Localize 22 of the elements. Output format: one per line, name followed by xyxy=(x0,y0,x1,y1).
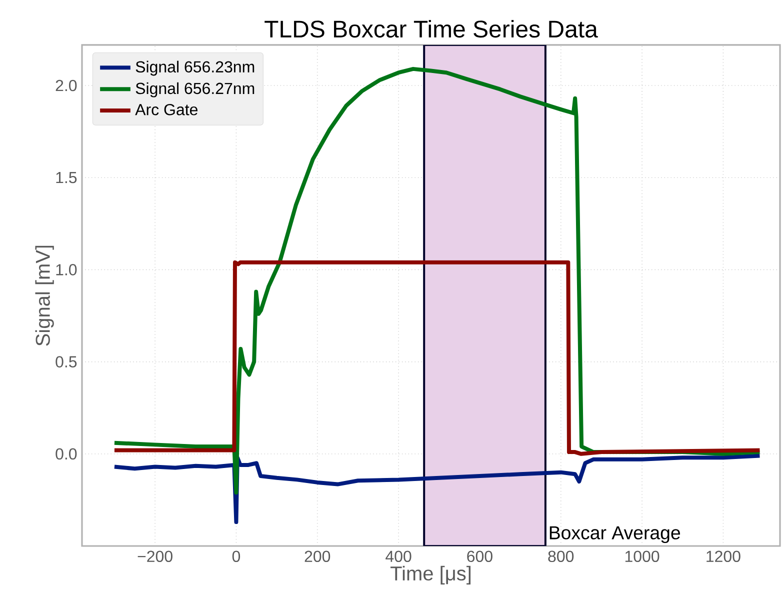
y-tick-label: 1.0 xyxy=(56,264,77,276)
x-tick-label: 800 xyxy=(548,550,574,562)
y-axis-title: Signal [mV] xyxy=(35,246,54,346)
line-series xyxy=(112,454,762,524)
y-tick-label: 2.0 xyxy=(56,80,77,92)
legend-label: Signal 656.27nm xyxy=(136,82,254,98)
x-tick-label: 200 xyxy=(304,550,330,562)
y-tick-label: 1.5 xyxy=(56,172,77,184)
x-tick-label: 400 xyxy=(386,550,412,562)
x-tick-label: 1200 xyxy=(706,550,740,562)
y-tick-label: 0.5 xyxy=(56,356,77,368)
x-tick-label: 600 xyxy=(467,550,492,562)
legend-label: Arc Gate xyxy=(135,104,198,116)
x-tick-label: 1000 xyxy=(625,550,660,562)
x-tick-label: −200 xyxy=(138,550,172,562)
y-tick-label: 0.0 xyxy=(56,448,77,460)
x-axis-title: Time [μs] xyxy=(390,566,470,584)
line-series xyxy=(112,260,762,456)
legend-label: Signal 656.23nm xyxy=(136,60,254,76)
chart-title: TLDS Boxcar Time Series Data xyxy=(264,20,598,38)
band-label: Boxcar Average xyxy=(550,526,680,544)
x-tick-label: 0 xyxy=(232,550,240,562)
